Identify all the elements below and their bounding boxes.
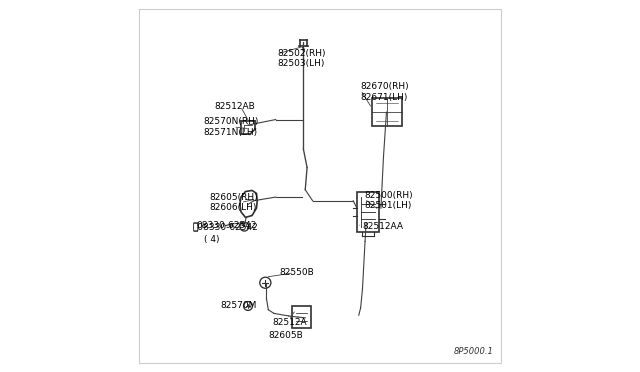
Text: 82500(RH)
82501(LH): 82500(RH) 82501(LH) bbox=[364, 191, 413, 211]
Text: 82502(RH)
82503(LH): 82502(RH) 82503(LH) bbox=[278, 49, 326, 68]
Text: 82570M: 82570M bbox=[220, 301, 257, 311]
Text: 82605(RH)
82606(LH): 82605(RH) 82606(LH) bbox=[209, 193, 258, 212]
Text: 82570N(RH)
82571N(LH): 82570N(RH) 82571N(LH) bbox=[204, 117, 259, 137]
Text: 82512A: 82512A bbox=[272, 318, 307, 327]
Text: 82512AB: 82512AB bbox=[215, 102, 255, 111]
Text: 82550B: 82550B bbox=[280, 268, 314, 277]
Text: 82605B: 82605B bbox=[268, 331, 303, 340]
Text: 倅08330-62542: 倅08330-62542 bbox=[193, 222, 259, 231]
Text: ( 4): ( 4) bbox=[204, 235, 219, 244]
Text: Ⓢ: Ⓢ bbox=[193, 220, 198, 230]
Text: 8P5000.1: 8P5000.1 bbox=[454, 347, 493, 356]
Text: 82512AA: 82512AA bbox=[362, 222, 403, 231]
Text: 08330-62542: 08330-62542 bbox=[196, 221, 257, 230]
Text: 82670(RH)
82671(LH): 82670(RH) 82671(LH) bbox=[360, 82, 409, 102]
